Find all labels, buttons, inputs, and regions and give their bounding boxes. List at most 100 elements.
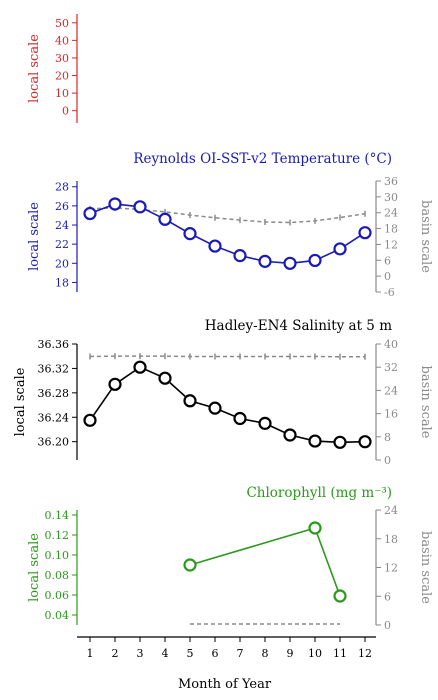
right-tick-label: 6 — [384, 254, 391, 267]
data-point — [333, 435, 347, 449]
data-point — [258, 254, 272, 268]
x-tick-label: 8 — [262, 647, 269, 660]
data-point — [333, 589, 347, 603]
data-point — [283, 256, 297, 270]
x-tick-label: 2 — [112, 647, 119, 660]
right-tick-label: 12 — [384, 238, 398, 251]
left-tick-label: 0 — [62, 105, 69, 118]
data-point — [108, 377, 122, 391]
left-tick-label: 22 — [55, 238, 69, 251]
left-tick-label: 36.24 — [38, 411, 70, 424]
left-tick-label: 0.08 — [45, 569, 70, 582]
left-tick-label: 36.20 — [38, 436, 70, 449]
y-axis-label: local scale — [13, 367, 28, 436]
right-tick-label: 18 — [384, 533, 398, 546]
data-point — [258, 416, 272, 430]
data-point — [208, 239, 222, 253]
data-point — [83, 206, 97, 221]
y-axis-label: local scale — [27, 202, 42, 271]
left-tick-label: 30 — [55, 52, 69, 65]
x-tick-label: 5 — [187, 647, 194, 660]
data-point — [283, 428, 297, 442]
right-tick-label: 32 — [384, 361, 398, 374]
y-axis-label-right: basin scale — [418, 200, 433, 273]
data-point — [358, 226, 372, 240]
y-axis-label-right: basin scale — [418, 366, 433, 439]
data-point — [83, 413, 97, 427]
left-tick-label: 0.12 — [45, 529, 70, 542]
y-axis-label-right: basin scale — [418, 531, 433, 604]
panel-1: 0 10 20 30 40 50 local scale — [27, 14, 78, 123]
right-tick-label: 12 — [384, 562, 398, 575]
data-point — [308, 253, 322, 268]
left-tick-label: 0.04 — [45, 609, 70, 622]
left-tick-label: 18 — [55, 276, 69, 289]
left-tick-label: 36.32 — [38, 362, 70, 375]
panel-3: Hadley-EN4 Salinity at 5 m 36.20 36.24 36.2… — [13, 318, 433, 467]
data-point — [333, 242, 347, 256]
data-point — [133, 360, 147, 374]
x-tick-label: 7 — [237, 647, 244, 660]
series-line — [189, 527, 341, 597]
x-axis-label: Month of Year — [178, 677, 272, 692]
left-tick-label: 50 — [55, 17, 69, 30]
right-tick-label: 16 — [384, 408, 398, 421]
panel-4: Chlorophyll (mg m⁻³) 0.04 0.06 0.08 0.10 0.12… — [27, 485, 433, 632]
x-tick-label: 4 — [162, 647, 169, 660]
right-tick-label: 8 — [384, 431, 391, 444]
right-tick-label: 24 — [384, 207, 398, 220]
panel-title: Chlorophyll (mg m⁻³) — [246, 485, 392, 501]
left-tick-label: 20 — [55, 70, 69, 83]
right-tick-label: 24 — [384, 504, 398, 517]
left-tick-label: 40 — [55, 34, 69, 47]
data-point — [183, 558, 197, 572]
data-point — [158, 371, 172, 385]
data-point — [308, 434, 322, 448]
x-tick-label: 12 — [358, 647, 372, 660]
right-tick-label: 40 — [384, 338, 398, 351]
left-tick-label: 0.14 — [45, 509, 70, 522]
right-tick-label: -6 — [384, 286, 395, 299]
x-tick-label: 10 — [308, 647, 322, 660]
data-point — [133, 200, 147, 214]
data-point — [108, 197, 122, 211]
data-point — [308, 521, 322, 535]
basin-series-line — [89, 355, 365, 358]
basin-series-line — [89, 207, 366, 224]
x-tick-label: 3 — [137, 647, 144, 660]
panel-title: Reynolds OI-SST-v2 Temperature (°C) — [133, 151, 392, 167]
left-tick-label: 26 — [55, 200, 69, 213]
data-point — [358, 435, 372, 449]
x-tick-label: 1 — [87, 647, 94, 660]
left-tick-label: 36.28 — [38, 387, 70, 400]
panel-2: Reynolds OI-SST-v2 Temperature (°C) 18 20 2… — [27, 151, 433, 299]
left-tick-label: 28 — [55, 181, 69, 194]
data-point — [183, 227, 197, 241]
left-tick-label: 0.06 — [45, 589, 70, 602]
left-tick-label: 0.10 — [45, 549, 70, 562]
right-tick-label: 36 — [384, 175, 398, 188]
data-point — [208, 401, 222, 415]
data-point — [233, 249, 247, 263]
x-tick-label: 11 — [333, 647, 347, 660]
right-tick-label: 18 — [384, 223, 398, 236]
data-point — [183, 394, 197, 408]
right-tick-label: 0 — [384, 454, 391, 467]
x-tick-label: 6 — [212, 647, 219, 660]
left-tick-label: 20 — [55, 257, 69, 270]
y-axis-label: local scale — [27, 533, 42, 602]
x-tick-label: 9 — [287, 647, 294, 660]
data-point — [158, 212, 172, 226]
right-tick-label: 24 — [384, 384, 398, 397]
right-tick-label: 0 — [384, 270, 391, 283]
data-point — [233, 411, 247, 426]
left-tick-label: 24 — [55, 219, 69, 232]
y-axis-label: local scale — [27, 34, 42, 103]
series-line — [89, 203, 366, 265]
left-tick-label: 36.36 — [38, 338, 70, 351]
right-tick-label: 30 — [384, 191, 398, 204]
series-line — [89, 366, 366, 444]
right-tick-label: 6 — [384, 590, 391, 603]
